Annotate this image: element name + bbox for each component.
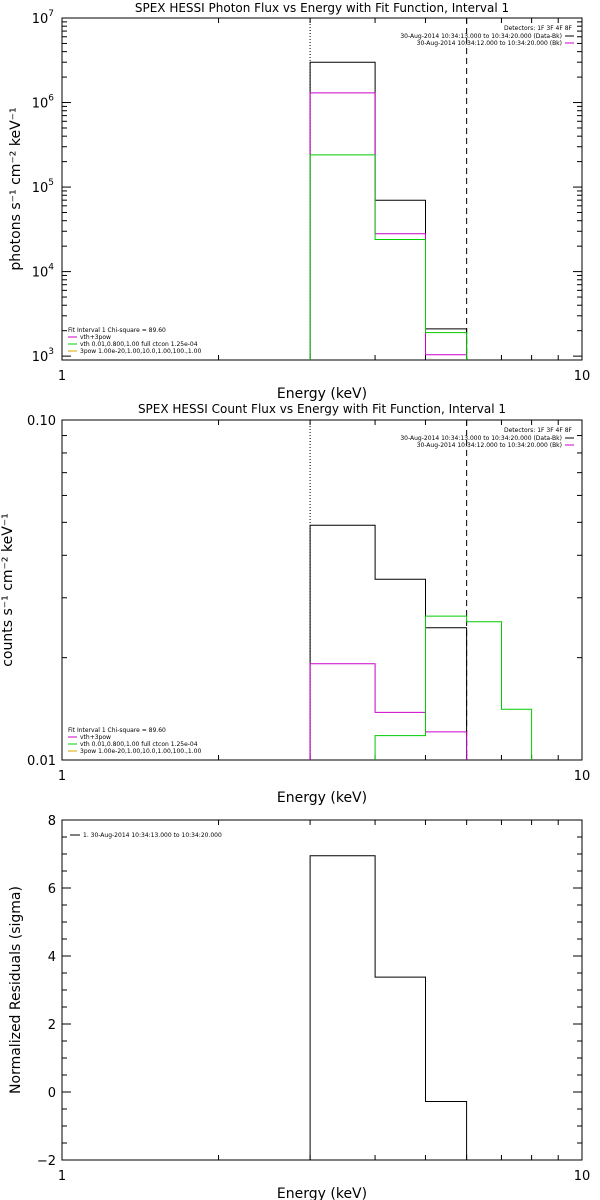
x-axis-label: Energy (keV) bbox=[277, 790, 367, 806]
y-tick-label: 104 bbox=[32, 263, 55, 281]
y-tick-label: 0 bbox=[48, 1086, 56, 1101]
plot-frame bbox=[61, 419, 583, 761]
fit-legend-header: Fit Interval 1 Chi-square = 89.60 bbox=[68, 727, 166, 734]
y-tick-label: 8 bbox=[48, 814, 56, 829]
x-tick-label: 10 bbox=[574, 369, 591, 384]
fit-legend-entry: 3pow 1.00e-20,1.00,10.0,1.00,100.,1.00 bbox=[80, 748, 201, 755]
legend-entry: 30-Aug-2014 10:34:12.000 to 10:34:20.000… bbox=[417, 40, 562, 47]
legend-entry: 30-Aug-2014 10:34:13.000 to 10:34:20.000… bbox=[400, 435, 562, 442]
series-line-1 bbox=[309, 855, 468, 1160]
legend-entry: 1. 30-Aug-2014 10:34:13.000 to 10:34:20.… bbox=[83, 832, 222, 839]
y-tick-label: 0.01 bbox=[27, 754, 56, 769]
y-tick-label: 2 bbox=[48, 1018, 56, 1033]
y-tick-label: 6 bbox=[48, 882, 56, 897]
series-line-3 bbox=[309, 154, 468, 360]
chart-title: SPEX HESSI Photon Flux vs Energy with Fi… bbox=[135, 1, 509, 15]
fit-legend-entry: vth+3pow bbox=[80, 334, 111, 341]
chart-panel-1: 1 10 103 104 105 106 107 SPEX HESSI Photon Flux… bbox=[8, 1, 590, 402]
x-tick-label: 10 bbox=[574, 1169, 591, 1184]
legend-entry: 30-Aug-2014 10:34:13.000 to 10:34:20.000… bbox=[400, 33, 562, 40]
chart-title: SPEX HESSI Count Flux vs Energy with Fit… bbox=[138, 402, 506, 416]
series-line-3 bbox=[374, 615, 533, 760]
x-axis-label: Energy (keV) bbox=[277, 386, 367, 402]
x-tick-label: 1 bbox=[58, 369, 66, 384]
y-tick-label: 106 bbox=[32, 94, 55, 112]
fit-legend-header: Fit Interval 1 Chi-square = 89.60 bbox=[68, 327, 166, 334]
y-axis-label: photons s⁻¹ cm⁻² keV⁻¹ bbox=[8, 107, 24, 270]
legend-entry: 30-Aug-2014 10:34:12.000 to 10:34:20.000… bbox=[417, 442, 562, 449]
y-tick-label: 107 bbox=[32, 9, 54, 27]
y-tick-label: 4 bbox=[48, 950, 56, 965]
y-axis-label: Normalized Residuals (sigma) bbox=[8, 886, 24, 1094]
chart-panel-3: 1 10 −2 0 2 4 6 8 Energy (keV) Normalized Residua… bbox=[8, 814, 590, 1200]
x-tick-label: 1 bbox=[58, 769, 66, 784]
fit-legend-entry: vth 0.01,0.800,1.00 full ctcon 1.25e-04 bbox=[80, 741, 198, 748]
x-axis-label: Energy (keV) bbox=[277, 1186, 367, 1200]
fit-legend-entry: vth 0.01,0.800,1.00 full ctcon 1.25e-04 bbox=[80, 341, 198, 348]
y-tick-label: 103 bbox=[32, 347, 54, 365]
x-tick-label: 10 bbox=[574, 769, 591, 784]
series-line-2 bbox=[309, 92, 467, 360]
chart-panel-2: 1 10 0.01 0.10 SPEX HESSI Count Flux vs Ener… bbox=[0, 402, 590, 806]
fit-legend-entry: vth+3pow bbox=[80, 734, 111, 741]
series-line-1 bbox=[309, 61, 468, 360]
y-tick-label: −2 bbox=[37, 1154, 56, 1169]
series-line-1 bbox=[309, 524, 468, 760]
fit-legend-entry: 3pow 1.00e-20,1.00,10.0,1.00,100.,1.00 bbox=[80, 348, 201, 355]
legend-header: Detectors: 1F 3F 4F 8F bbox=[504, 427, 573, 434]
x-tick-label: 1 bbox=[58, 1169, 66, 1184]
y-tick-label: 0.10 bbox=[27, 414, 56, 429]
series-line-2 bbox=[309, 663, 468, 760]
y-axis-label: counts s⁻¹ cm⁻² keV⁻¹ bbox=[0, 513, 16, 667]
plot-frame bbox=[61, 819, 583, 1161]
y-tick-label: 105 bbox=[32, 178, 54, 196]
legend-header: Detectors: 1F 3F 4F 8F bbox=[504, 25, 573, 32]
plot-frame bbox=[61, 17, 583, 361]
